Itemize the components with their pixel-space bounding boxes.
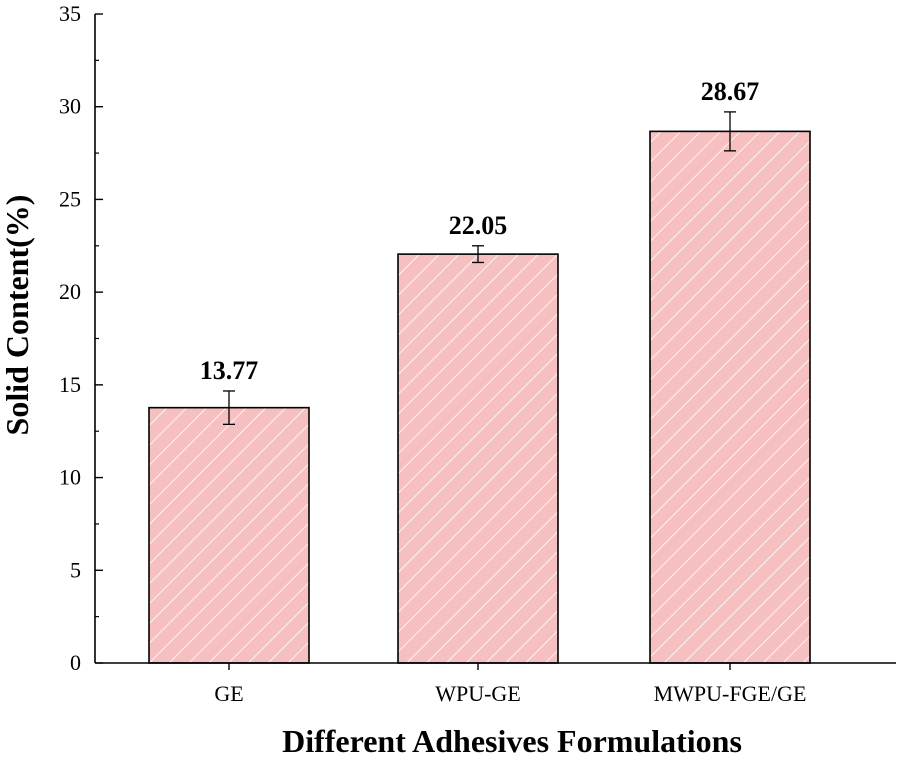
y-axis-title: Solid Content(%): [0, 195, 35, 436]
value-label: 13.77: [200, 356, 259, 385]
value-label: 22.05: [449, 211, 508, 240]
error-bar: [724, 111, 736, 152]
y-tick-label: 10: [59, 465, 81, 490]
x-tick-label: GE: [214, 681, 243, 706]
y-tick-label: 30: [59, 94, 81, 119]
bar-ge: [148, 406, 310, 664]
y-tick-label: 15: [59, 372, 81, 397]
y-tick-label: 0: [70, 650, 81, 675]
value-label: 28.67: [701, 77, 760, 106]
y-tick-label: 20: [59, 279, 81, 304]
y-tick-label: 25: [59, 186, 81, 211]
y-tick-label: 35: [59, 1, 81, 26]
x-tick-label: WPU-GE: [435, 681, 521, 706]
x-tick-label: MWPU-FGE/GE: [654, 681, 807, 706]
bar-wpu-ge: [397, 253, 559, 664]
x-axis-title: Different Adhesives Formulations: [282, 723, 742, 759]
bar-mwpu-fge-ge: [649, 130, 811, 664]
error-bar: [223, 390, 235, 426]
error-bar: [472, 245, 484, 264]
y-tick-label: 5: [70, 557, 81, 582]
